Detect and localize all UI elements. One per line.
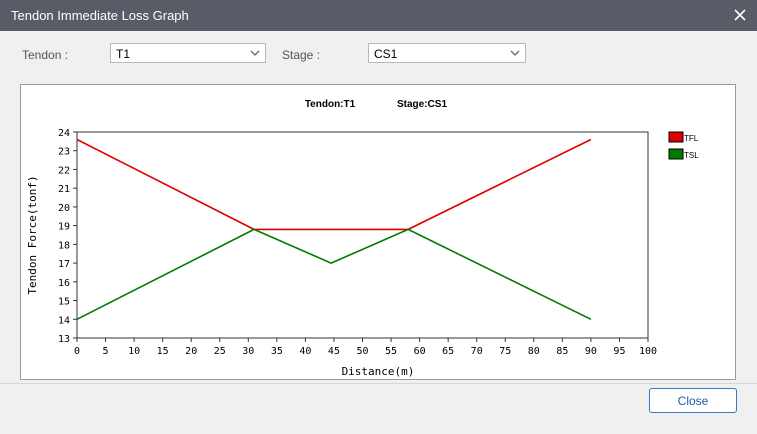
x-tick-label: 40 [299, 346, 311, 357]
x-tick-label: 85 [556, 346, 568, 357]
x-tick-label: 70 [471, 346, 483, 357]
x-tick-labels: 0 5 10 15 20 25 30 35 40 45 50 55 60 65 70 75 80 85 90 95 10… [74, 346, 657, 357]
x-tick-label: 60 [414, 346, 426, 357]
x-tick-label: 65 [442, 346, 454, 357]
stage-select[interactable]: CS1 [368, 43, 526, 63]
x-tick-label: 20 [185, 346, 197, 357]
y-tick-label: 16 [58, 278, 70, 289]
y-tick-label: 21 [58, 184, 70, 195]
y-tick-labels: 13 14 15 16 17 18 19 20 21 22 23 24 [58, 128, 70, 345]
y-tick-label: 24 [58, 128, 70, 139]
y-tick-label: 19 [58, 222, 70, 233]
y-tick-label: 20 [58, 203, 70, 214]
chart-subtitle: Stage:CS1 [397, 99, 447, 110]
x-axis-label: Distance(m) [342, 365, 415, 378]
plot-area [76, 131, 649, 339]
x-tick-label: 90 [585, 346, 597, 357]
tendon-label: Tendon : [22, 48, 69, 62]
x-tick-label: 50 [356, 346, 368, 357]
chart-panel: 0 5 10 15 20 25 30 35 40 45 50 55 60 65 70 75 80 85 90 95 10… [20, 84, 736, 380]
tendon-loss-chart: 0 5 10 15 20 25 30 35 40 45 50 55 60 65 70 75 80 85 90 95 10… [26, 99, 699, 378]
x-tick-label: 5 [103, 346, 109, 357]
chart-legend: TFL TSL [668, 131, 699, 160]
legend-swatch-tsl [668, 148, 684, 160]
y-tick-label: 23 [58, 147, 70, 158]
tendon-select[interactable]: T1 [110, 43, 266, 63]
y-tick-label: 18 [58, 240, 70, 251]
window-title: Tendon Immediate Loss Graph [11, 8, 189, 23]
y-tick-label: 13 [58, 334, 70, 345]
title-bar: Tendon Immediate Loss Graph [0, 0, 757, 31]
x-tick-label: 35 [271, 346, 283, 357]
stage-label: Stage : [282, 48, 321, 62]
chart-series [76, 138, 592, 321]
legend-label-tfl: TFL [684, 134, 699, 143]
x-tick-label: 100 [639, 346, 657, 357]
close-button[interactable]: Close [649, 388, 737, 413]
x-tick-label: 0 [74, 346, 80, 357]
x-tick-label: 30 [242, 346, 254, 357]
x-tick-label: 10 [128, 346, 140, 357]
x-tick-label: 55 [385, 346, 397, 357]
x-tick-label: 95 [613, 346, 625, 357]
close-icon[interactable] [729, 4, 751, 26]
footer-divider [0, 383, 757, 384]
series-line-tfl [76, 138, 592, 231]
chevron-down-icon [250, 50, 260, 56]
legend-label-tsl: TSL [684, 151, 699, 160]
y-tick-label: 22 [58, 165, 70, 176]
y-tick-label: 14 [58, 315, 70, 326]
chart-title: Tendon:T1 [305, 99, 356, 110]
series-line-tsl [76, 228, 592, 321]
stage-select-value: CS1 [374, 47, 398, 61]
tendon-select-value: T1 [116, 47, 131, 61]
legend-swatch-tfl [668, 131, 684, 143]
x-tick-label: 45 [328, 346, 340, 357]
dialog-content: Tendon : T1 Stage : CS1 0 5 10 15 20 25 30 35 40… [0, 31, 757, 434]
x-tick-label: 15 [157, 346, 169, 357]
y-axis-label: Tendon Force(tonf) [26, 175, 39, 294]
x-tick-label: 80 [528, 346, 540, 357]
x-tick-label: 75 [499, 346, 511, 357]
y-tick-label: 15 [58, 297, 70, 308]
x-tick-label: 25 [214, 346, 226, 357]
chart-axes [73, 131, 649, 342]
chevron-down-icon [510, 50, 520, 56]
y-tick-label: 17 [58, 259, 70, 270]
